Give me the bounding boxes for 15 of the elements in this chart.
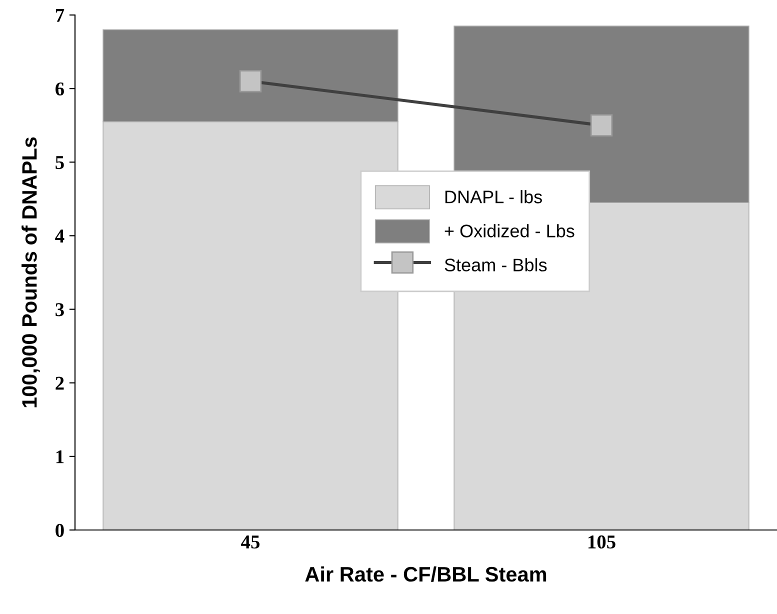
y-axis-title: 100,000 Pounds of DNAPLs: [22, 137, 40, 408]
x-tick-label: 105: [588, 535, 616, 549]
x-tick-label: 45: [241, 536, 260, 549]
y-tick-label: 2: [56, 376, 64, 390]
y-tick-label: 4: [55, 230, 64, 242]
legend-label: DNAPL - lbs: [445, 190, 542, 204]
y-tick-label: 3: [56, 303, 64, 316]
legend-label: Steam - Bbls: [444, 258, 547, 272]
y-tick-label: 1: [56, 450, 64, 464]
x-axis-title: Air Rate - CF/BBL Steam: [305, 566, 546, 582]
y-tick-label: 0: [56, 524, 64, 537]
y-tick-label: 5: [56, 156, 64, 170]
legend-label: + Oxidized - Lbs: [444, 224, 574, 238]
y-tick-label: 6: [56, 82, 64, 96]
y-tick-label: 7: [56, 9, 64, 22]
